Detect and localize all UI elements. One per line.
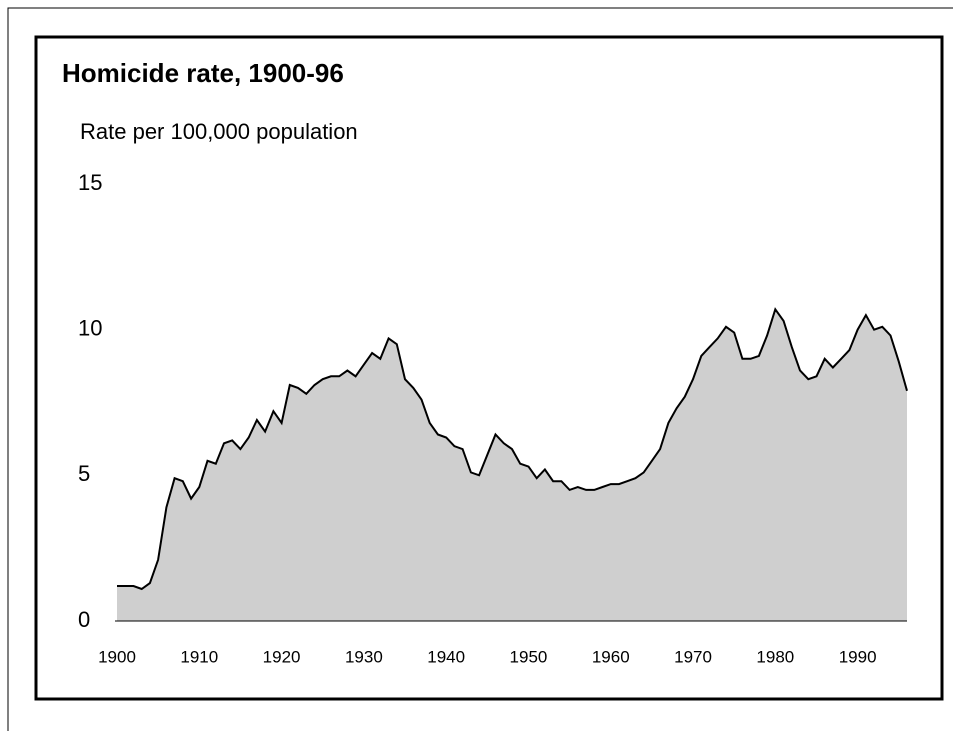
x-tick-label: 1980 <box>756 647 794 666</box>
x-tick-label: 1960 <box>592 647 630 666</box>
chart-title: Homicide rate, 1900-96 <box>62 58 344 88</box>
subtitle: Rate per 100,000 population <box>80 119 358 144</box>
y-tick-label: 5 <box>78 461 90 486</box>
x-tick-label: 1900 <box>98 647 136 666</box>
line <box>117 307 908 591</box>
x-tick-label: 1970 <box>674 647 712 666</box>
x-tick-label: 1910 <box>180 647 218 666</box>
x-tick-label: 1920 <box>263 647 301 666</box>
chart-frame <box>34 35 944 701</box>
y-tick-label: 15 <box>78 170 102 195</box>
area-fill <box>117 309 907 621</box>
x-tick-label: 1950 <box>510 647 548 666</box>
y-tick-label: 10 <box>78 315 102 340</box>
y-tick-label: 0 <box>78 607 90 632</box>
x-tick-label: 1930 <box>345 647 383 666</box>
x-tick-label: 1990 <box>839 647 877 666</box>
x-tick-label: 1940 <box>427 647 465 666</box>
outer-frame <box>7 7 953 731</box>
